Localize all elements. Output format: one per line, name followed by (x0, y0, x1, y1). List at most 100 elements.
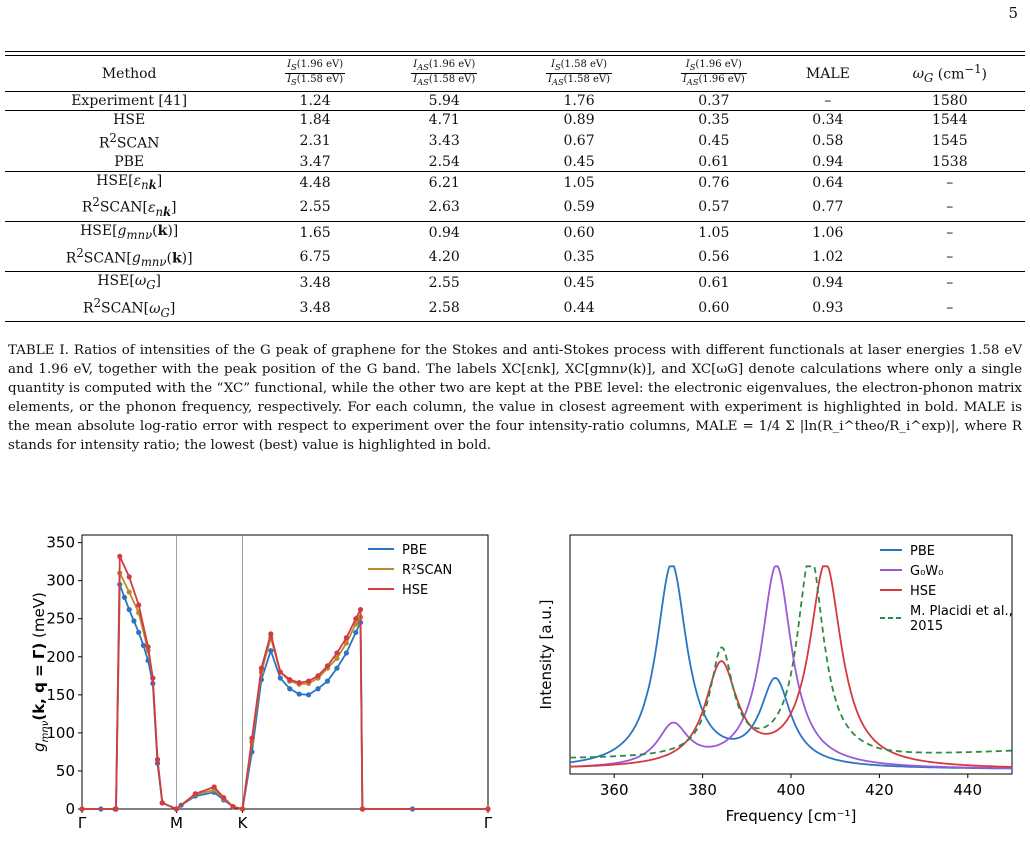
row-value: 2.54 (428, 153, 460, 170)
row-value: 0.45 (511, 271, 647, 294)
y-tick-label: 250 (46, 610, 75, 628)
data-point (239, 806, 246, 812)
row-method: HSE[ωG] (5, 271, 254, 294)
row-method: HSE[εnk] (5, 170, 254, 194)
data-point (287, 677, 293, 683)
header-omega: ωG (cm−1) (874, 55, 1025, 92)
spectrum-line (569, 565, 1012, 768)
x-tick-label: M (170, 814, 183, 832)
row-value: 4.20 (428, 249, 460, 266)
data-point (353, 616, 359, 622)
x-axis-label: Frequency [cm⁻¹] (726, 807, 857, 825)
data-point (154, 756, 161, 763)
data-point (258, 665, 264, 671)
row-value: 0.61 (698, 153, 730, 170)
table-row: R2SCAN 2.31 3.43 0.67 0.45 0.58 1545 (5, 129, 1025, 153)
row-value: 1545 (931, 132, 968, 149)
row-value: 0.76 (646, 170, 782, 194)
row-method: R2SCAN[εnk] (81, 195, 177, 219)
data-point (343, 640, 349, 646)
row-value: 6.21 (376, 170, 512, 194)
x-tick-label: 420 (865, 781, 894, 799)
data-point (131, 618, 137, 624)
row-value: 3.48 (253, 293, 377, 323)
data-point (357, 606, 364, 613)
row-method: R2SCAN (98, 131, 160, 152)
table-row: PBE 3.47 2.54 0.45 0.61 0.94 1538 (5, 153, 1025, 172)
header-male: MALE (781, 55, 875, 92)
row-value: 2.31 (299, 132, 331, 149)
legend-label: R²SCAN (402, 563, 452, 578)
data-point (113, 806, 119, 812)
data-point (173, 806, 180, 812)
row-value: 0.35 (563, 249, 595, 266)
x-tick-label: 440 (953, 781, 982, 799)
row-value: 1.05 (511, 170, 647, 194)
table-row: HSE[gmnν(k)] 1.65 0.94 0.60 1.05 1.06– (5, 220, 1025, 244)
data-point (126, 574, 132, 580)
row-method: R2SCAN[gmnν(k)] (65, 245, 193, 270)
series-line (82, 555, 488, 811)
row-value: 3.48 (253, 271, 377, 294)
data-point (324, 678, 331, 684)
data-point (324, 663, 331, 669)
row-value: 0.94 (781, 271, 875, 294)
results-table: Method IS(1.96 eV) IS(1.58 eV) IAS(1.96 e… (5, 55, 1025, 323)
y-tick-label: 150 (46, 686, 75, 704)
row-value: 0.77 (812, 199, 844, 216)
data-point (334, 655, 340, 661)
data-point (126, 589, 132, 595)
row-value: 0.60 (646, 293, 782, 323)
table-row: HSE[ωG] 3.48 2.55 0.45 0.61 0.94– (5, 271, 1025, 294)
row-value: 0.60 (511, 220, 647, 244)
row-value: 4.71 (376, 110, 512, 129)
data-point (277, 675, 283, 681)
data-point (249, 735, 255, 741)
row-value: – (946, 249, 954, 266)
row-value: 2.55 (376, 271, 512, 294)
data-point (277, 669, 283, 675)
data-point (230, 804, 236, 810)
table-row: HSE 1.84 4.71 0.89 0.35 0.34 1544 (5, 110, 1025, 129)
data-point (136, 602, 142, 608)
legend-label: HSE (402, 583, 428, 598)
data-point (334, 665, 340, 671)
row-value: 3.43 (428, 132, 460, 149)
data-point (150, 675, 156, 681)
data-point (126, 606, 132, 613)
row-value: 1.76 (563, 93, 595, 109)
legend-label: HSE (910, 584, 936, 599)
table-row: R2SCAN[εnk] 2.55 2.63 0.59 0.57 0.77 – (5, 193, 1025, 221)
row-method: HSE (5, 110, 254, 129)
data-point (140, 642, 146, 648)
data-point (315, 686, 321, 692)
row-value: 0.45 (563, 153, 595, 170)
plot-frame (81, 534, 489, 810)
row-value: 2.58 (376, 293, 512, 323)
row-value: 1580 (931, 93, 968, 109)
table-row: HSE[εnk] 4.48 6.21 1.05 0.76 0.64– (5, 170, 1025, 194)
legend-label: M. Placidi et al., 2015 (910, 604, 1013, 634)
page-number: 5 (1008, 4, 1018, 22)
x-tick-label: K (238, 814, 249, 832)
row-value: 0.57 (698, 199, 730, 216)
data-point (343, 635, 349, 641)
raman-spectra-chart: 360 380 400 420 440 Frequency [cm⁻¹] Intensity… (537, 534, 1013, 825)
row-value: 0.44 (511, 293, 647, 323)
y-tick-label: 50 (56, 762, 75, 780)
y-tick-label: 100 (46, 724, 75, 742)
data-point (296, 680, 302, 686)
data-point (268, 631, 274, 637)
row-value: 2.63 (428, 199, 460, 216)
series-line (82, 584, 488, 811)
row-value: 0.93 (781, 293, 875, 323)
row-value: 2.55 (299, 199, 331, 216)
row-value: 0.59 (563, 199, 595, 216)
legend-label: PBE (910, 544, 935, 559)
y-tick-label: 200 (46, 648, 75, 666)
row-value: – (824, 93, 832, 109)
data-point (343, 650, 349, 656)
row-value: 0.58 (812, 132, 844, 149)
